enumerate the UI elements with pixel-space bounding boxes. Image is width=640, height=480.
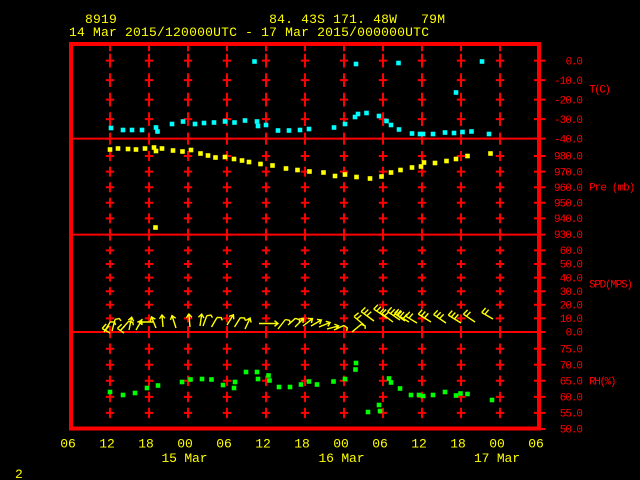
svg-text:17 Mar: 17 Mar (474, 451, 520, 466)
svg-text:18: 18 (138, 437, 154, 452)
svg-text:65.0: 65.0 (560, 377, 583, 389)
svg-text:06: 06 (216, 437, 232, 452)
svg-text:20.0: 20.0 (560, 301, 583, 313)
svg-text:50.0: 50.0 (560, 260, 583, 272)
svg-text:18: 18 (450, 437, 466, 452)
svg-text:2: 2 (15, 467, 23, 480)
svg-text:70.0: 70.0 (560, 361, 583, 373)
svg-text:75.0: 75.0 (560, 344, 583, 356)
svg-text:10.0: 10.0 (560, 314, 583, 326)
svg-text:40.0: 40.0 (560, 273, 583, 285)
svg-text:940.0: 940.0 (554, 214, 583, 226)
svg-text:SPD(MPS): SPD(MPS) (589, 280, 633, 292)
svg-text:980.0: 980.0 (554, 152, 583, 164)
svg-text:930.0: 930.0 (554, 230, 583, 242)
svg-text:T(C): T(C) (589, 85, 611, 97)
svg-text:8919 84. 43S: 8919 84. 43S 171. 48W 79M (69, 12, 445, 27)
svg-text:18: 18 (294, 437, 310, 452)
svg-text:00: 00 (177, 437, 193, 452)
svg-text:12: 12 (255, 437, 271, 452)
svg-text:06: 06 (60, 437, 76, 452)
svg-text:55.0: 55.0 (560, 409, 583, 421)
svg-text:960.0: 960.0 (554, 183, 583, 195)
svg-text:06: 06 (372, 437, 388, 452)
svg-text:0.0: 0.0 (566, 328, 583, 340)
svg-text:06: 06 (528, 437, 544, 452)
svg-text:30.0: 30.0 (560, 287, 583, 299)
svg-text:60.0: 60.0 (560, 393, 583, 405)
svg-text:00: 00 (489, 437, 505, 452)
svg-text:60.0: 60.0 (560, 246, 583, 258)
svg-text:970.0: 970.0 (554, 167, 583, 179)
svg-text:-10.0: -10.0 (554, 76, 583, 88)
svg-text:0.0: 0.0 (566, 56, 583, 68)
svg-text:RH(%): RH(%) (589, 377, 617, 389)
svg-text:950.0: 950.0 (554, 199, 583, 211)
svg-text:00: 00 (333, 437, 349, 452)
svg-text:15 Mar: 15 Mar (162, 451, 208, 466)
svg-text:12: 12 (99, 437, 115, 452)
svg-text:16 Mar: 16 Mar (319, 451, 365, 466)
svg-text:12: 12 (411, 437, 427, 452)
svg-text:-40.0: -40.0 (554, 134, 583, 146)
svg-text:50.0: 50.0 (560, 425, 583, 437)
svg-text:-20.0: -20.0 (554, 95, 583, 107)
svg-text:14 Mar 2015/120000UTC - 17 Mar: 14 Mar 2015/120000UTC - 17 Mar 2015/0000… (69, 25, 429, 40)
svg-text:Pre (mb): Pre (mb) (589, 183, 635, 195)
svg-text:-30.0: -30.0 (554, 115, 583, 127)
